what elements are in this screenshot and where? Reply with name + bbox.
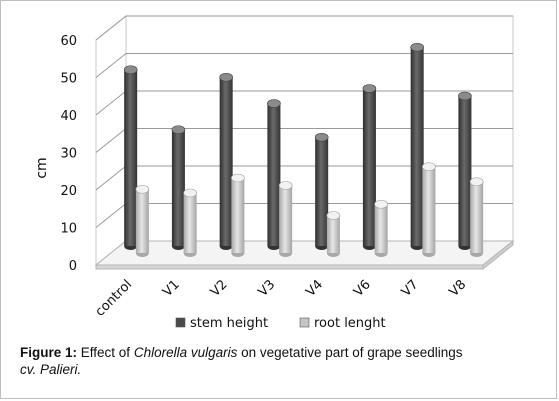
bar-stem-height	[123, 65, 138, 250]
chart-floor	[94, 239, 515, 271]
legend-swatch	[299, 317, 310, 328]
floor-side	[482, 239, 514, 271]
x-tick-label: V6	[351, 277, 374, 300]
bar-stem-height	[410, 42, 424, 250]
floor-top	[94, 240, 515, 266]
legend-label: stem height	[190, 316, 268, 331]
x-tick-label: V3	[256, 277, 279, 300]
bar-root-length	[326, 211, 341, 257]
x-tick-label: V8	[447, 277, 470, 300]
x-axis-ticks: control V1 V2 V3 V4 V6 V7 V8	[93, 277, 470, 319]
bar-stem-height	[314, 132, 329, 250]
caption-species: Chlorella vulgaris	[133, 345, 238, 360]
y-axis-ticks: 0 10 20 30 40 50 60	[60, 34, 77, 274]
x-tick-label: V1	[160, 277, 183, 300]
bar-root-length	[374, 199, 388, 257]
legend: stem height root lenght	[175, 316, 386, 331]
caption-text-before: Effect of	[80, 345, 131, 360]
x-tick-label: V4	[303, 277, 326, 300]
y-tick-label: 20	[60, 184, 77, 199]
y-tick-label: 40	[60, 109, 77, 124]
bar-stem-height	[171, 125, 186, 250]
bar-stem-height	[267, 99, 281, 250]
legend-swatch	[175, 317, 186, 328]
caption-label: Figure 1:	[20, 345, 78, 360]
bar-stem-height	[458, 91, 472, 250]
bar-root-length	[278, 181, 293, 257]
legend-label: root lenght	[314, 316, 386, 331]
bar-root-length	[183, 188, 197, 257]
caption-text-after: on vegetative part of grape seedlings	[241, 345, 463, 360]
y-tick-label: 30	[60, 147, 77, 162]
y-tick-label: 60	[60, 34, 77, 49]
bar-root-length	[231, 173, 245, 257]
bars	[123, 42, 484, 257]
y-tick-label: 0	[69, 259, 77, 274]
gridline	[95, 53, 513, 78]
y-axis-label: cm	[34, 157, 50, 178]
figure-caption: Figure 1: Effect of Chlorella vulgaris o…	[20, 344, 540, 378]
bar-root-length	[422, 162, 436, 257]
y-tick-label: 10	[60, 222, 77, 237]
y-tick-label: 50	[60, 72, 77, 87]
bar-stem-height	[362, 84, 377, 250]
bar-chart-3d: 0 10 20 30 40 50 60 control V1 V2 V3 V4 V6 V7 V8 cm s…	[34, 14, 515, 331]
caption-cultivar: cv. Palieri.	[20, 362, 82, 377]
x-tick-label: V7	[399, 277, 422, 300]
floor-front	[95, 264, 484, 270]
x-tick-label: V2	[208, 277, 231, 300]
gridline	[95, 15, 513, 41]
bar-stem-height	[219, 72, 233, 250]
bar-root-length	[469, 177, 484, 257]
bar-root-length	[135, 184, 150, 257]
x-tick-label: control	[93, 277, 135, 319]
